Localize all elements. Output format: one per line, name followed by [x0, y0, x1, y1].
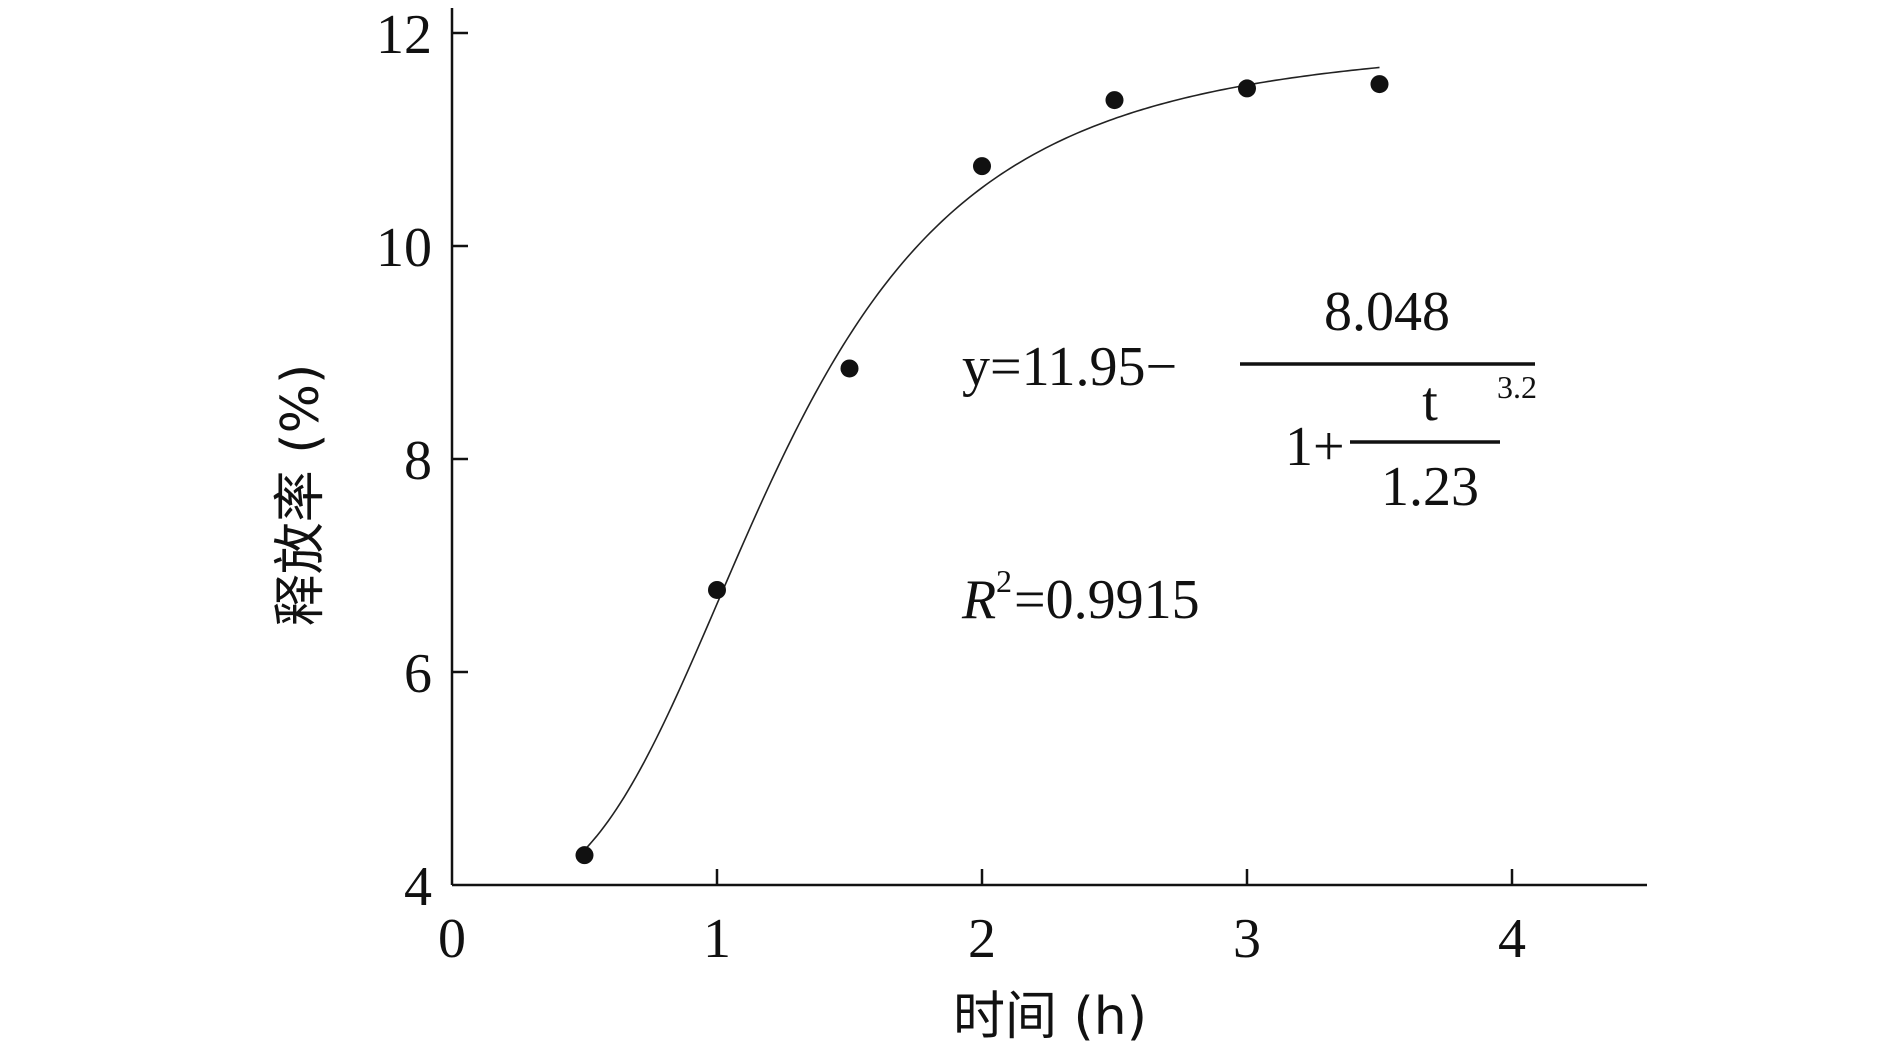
- fit-equation: y=11.95− 8.048 1+ t 1.23 3.2: [962, 281, 1537, 518]
- x-tick-label: 2: [968, 908, 996, 970]
- x-tick-label: 1: [703, 908, 731, 970]
- data-point: [1238, 79, 1256, 98]
- y-tick-label: 12: [376, 4, 432, 66]
- r-squared-superscript: 2: [996, 563, 1012, 599]
- y-tick-label: 4: [404, 856, 432, 918]
- x-tick-label: 3: [1233, 908, 1261, 970]
- data-point: [840, 359, 859, 378]
- x-tick-label: 4: [1498, 908, 1526, 970]
- data-point: [973, 157, 991, 176]
- x-tick-label: 0: [438, 908, 466, 970]
- y-tick-label: 6: [404, 643, 432, 705]
- data-point: [575, 846, 594, 865]
- y-tick-label: 10: [376, 217, 432, 279]
- fit-curve: [583, 66, 1380, 851]
- data-point: [1370, 75, 1389, 94]
- equation-numerator: 8.048: [1324, 281, 1450, 343]
- data-points: [575, 75, 1389, 865]
- data-point: [1105, 91, 1124, 110]
- x-axis-title: 时间 (h): [953, 987, 1147, 1047]
- equation-denominator-constant: 1.23: [1381, 456, 1479, 518]
- equation-lhs: y=11.95−: [962, 336, 1177, 398]
- equation-t: t: [1422, 371, 1438, 433]
- equation-exponent: 3.2: [1497, 369, 1537, 405]
- y-axis-title: 释放率 (%): [271, 364, 331, 627]
- r-squared-value: =0.9915: [1014, 569, 1200, 631]
- equation-one-plus: 1+: [1285, 416, 1345, 478]
- r-squared: R 2 =0.9915: [961, 563, 1200, 631]
- y-tick-label: 8: [404, 430, 432, 492]
- r-squared-r: R: [961, 569, 996, 631]
- data-point: [708, 580, 726, 599]
